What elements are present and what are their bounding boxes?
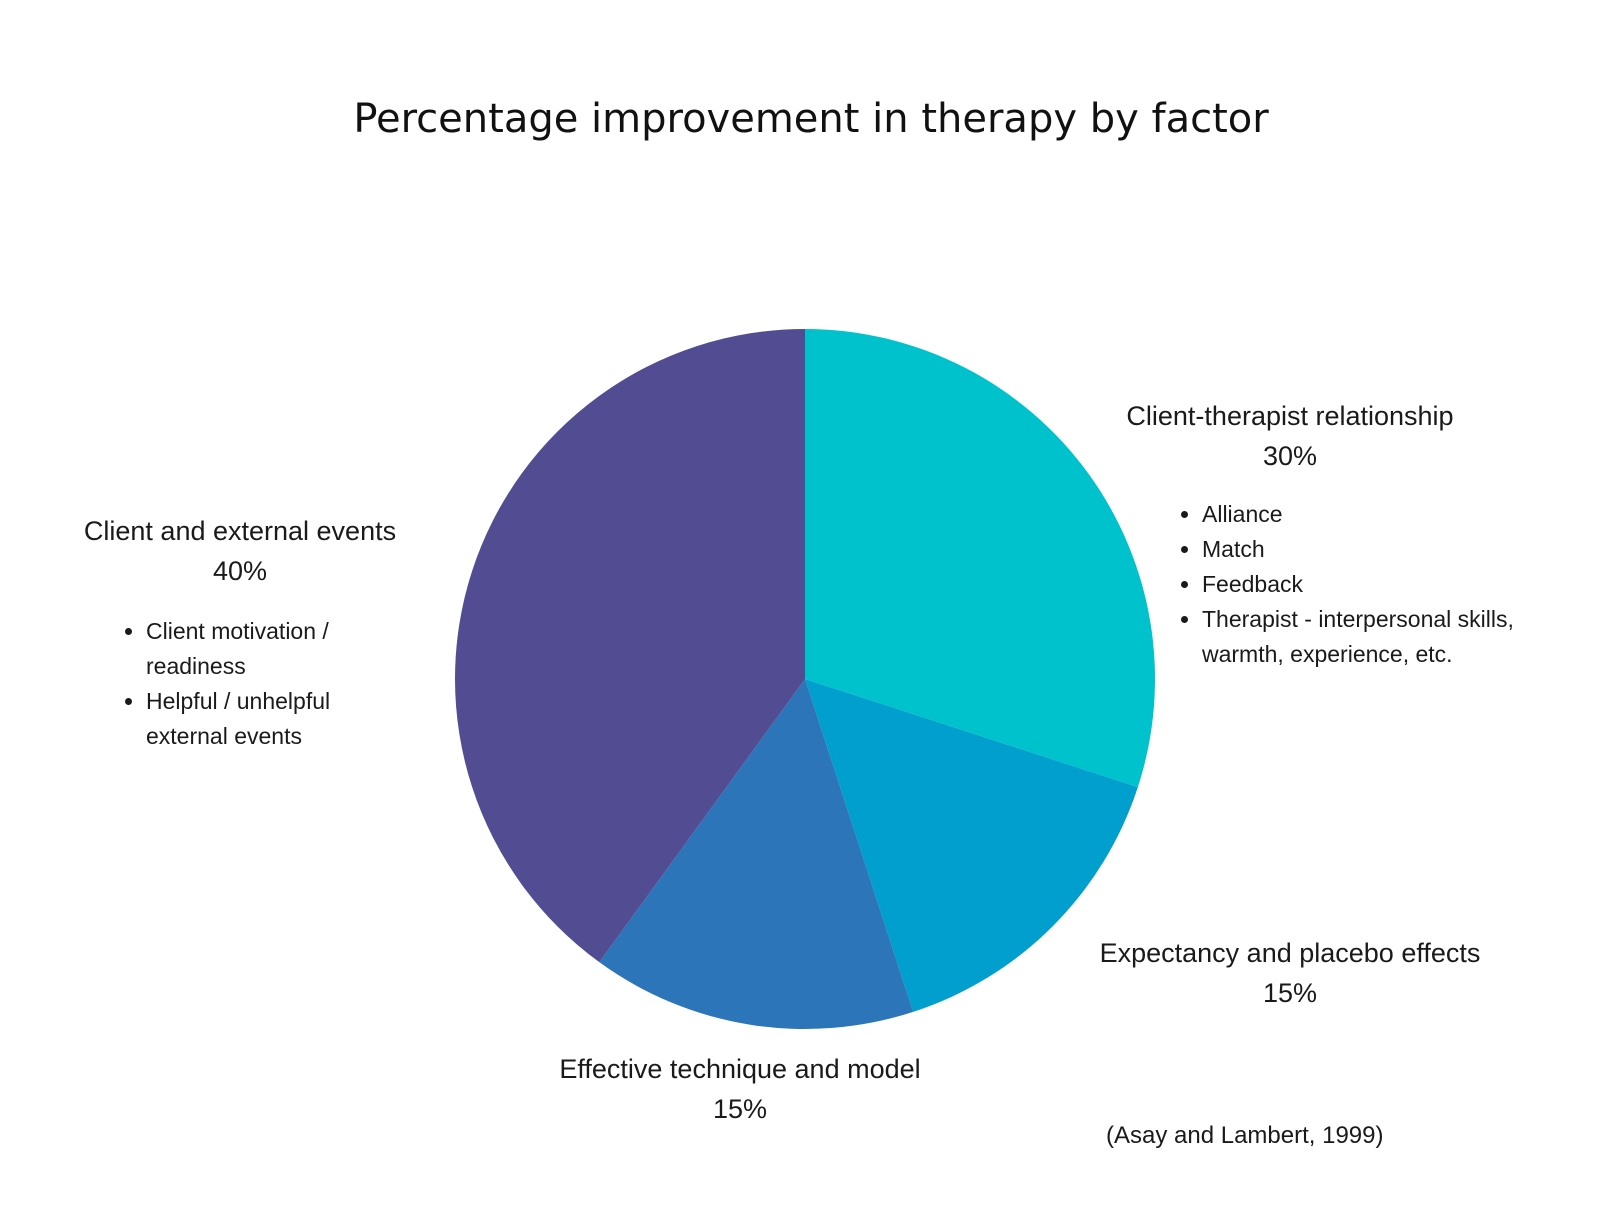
pie-slice-effective-technique-and-model <box>599 679 914 1030</box>
chart-title: Percentage improvement in therapy by fac… <box>353 96 1269 142</box>
pie-slice-client-therapist-relationship <box>805 328 1156 788</box>
list-item: Alliance <box>1202 497 1532 532</box>
source-citation: (Asay and Lambert, 1999) <box>1106 1122 1384 1149</box>
slice-label-client-therapist-relationship: Client-therapist relationship 30% <box>1060 396 1520 476</box>
list-item: Match <box>1202 532 1532 567</box>
list-item: Client motivation / readiness <box>146 614 396 684</box>
list-item: Feedback <box>1202 567 1532 602</box>
client-events-bullet-list: Client motivation / readiness Helpful / … <box>120 614 396 754</box>
slice-percentage: 40% <box>212 556 268 586</box>
list-item: Therapist - interpersonal skills, warmth… <box>1202 602 1532 672</box>
relationship-bullet-list: Alliance Match Feedback Therapist - inte… <box>1176 497 1532 672</box>
slice-percentage: 15% <box>712 1094 768 1124</box>
slice-label-effective-technique: Effective technique and model 15% <box>510 1049 970 1129</box>
pie-slice-client-and-external-events <box>454 329 805 963</box>
pie-slice-expectancy-and-placebo-effects <box>805 679 1138 1012</box>
slice-name: Client-therapist relationship <box>1126 401 1454 431</box>
slice-percentage: 15% <box>1262 978 1318 1008</box>
slice-label-client-external-events: Client and external events 40% <box>10 511 470 591</box>
slice-percentage: 30% <box>1262 441 1318 471</box>
slice-name: Expectancy and placebo effects <box>1099 938 1481 968</box>
list-item: Helpful / unhelpful external events <box>146 684 396 754</box>
slice-name: Client and external events <box>83 516 397 546</box>
slice-label-expectancy-placebo: Expectancy and placebo effects 15% <box>1060 933 1520 1013</box>
slice-name: Effective technique and model <box>559 1054 921 1084</box>
